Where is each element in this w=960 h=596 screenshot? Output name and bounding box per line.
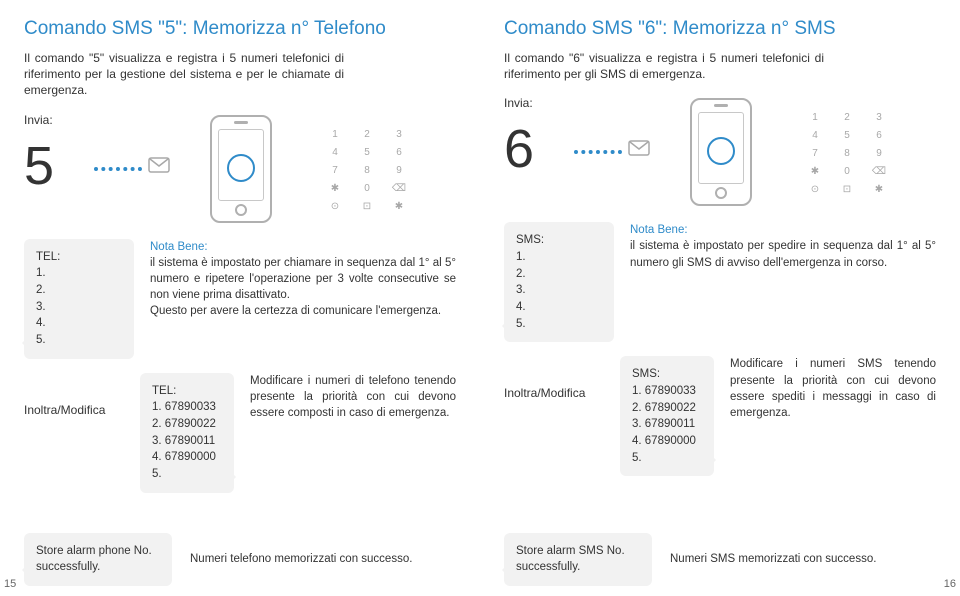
dots-connector (574, 150, 622, 154)
send-row-left: Invia: 5 123 456 789 ✱0⌫ ⊙⊡✱ (24, 113, 456, 223)
forward-label: Inoltra/Modifica (24, 373, 124, 417)
envelope-icon (628, 140, 650, 161)
nota-row-left: TEL: 1. 2. 3. 4. 5. Nota Bene: il sistem… (24, 239, 456, 359)
store-bubble-right: Store alarm SMS No. successfully. (504, 533, 652, 586)
dots-connector (94, 167, 142, 171)
forward-note-right: Modificare i numeri SMS tenendo presente… (730, 356, 936, 420)
command-number: 5 (24, 139, 54, 193)
store-row-right: Store alarm SMS No. successfully. Numeri… (504, 533, 936, 586)
invia-label: Invia: (24, 113, 53, 127)
nota-row-right: SMS: 1. 2. 3. 4. 5. Nota Bene: il sistem… (504, 222, 936, 342)
intro-right: Il comando "6" visualizza e registra i 5… (504, 50, 824, 82)
title-right: Comando SMS "6": Memorizza n° SMS (504, 18, 936, 40)
intro-left: Il comando "5" visualizza e registra i 5… (24, 50, 344, 99)
page-right: Comando SMS "6": Memorizza n° SMS Il com… (480, 0, 960, 596)
store-caption-left: Numeri telefono memorizzati con successo… (190, 552, 412, 568)
forward-row-right: Inoltra/Modifica SMS: 1. 67890033 2. 678… (504, 356, 936, 476)
tel-header: TEL: (36, 249, 122, 266)
invia-label: Invia: (504, 96, 533, 110)
keypad-icon: 123 456 789 ✱0⌫ ⊙⊡✱ (804, 112, 890, 200)
store-bubble-left: Store alarm phone No. successfully. (24, 533, 172, 586)
keypad-icon: 123 456 789 ✱0⌫ ⊙⊡✱ (324, 129, 410, 217)
forward-row-left: Inoltra/Modifica TEL: 1. 67890033 2. 678… (24, 373, 456, 493)
forward-label: Inoltra/Modifica (504, 356, 604, 400)
send-row-right: Invia: 6 123 456 789 ✱0⌫ ⊙⊡✱ (504, 96, 936, 206)
tel-bubble: TEL: 1. 2. 3. 4. 5. (24, 239, 134, 359)
command-number: 6 (504, 122, 534, 176)
phone-icon (690, 98, 752, 206)
page-number-left: 15 (4, 578, 16, 590)
store-row-left: Store alarm phone No. successfully. Nume… (24, 533, 456, 586)
store-caption-right: Numeri SMS memorizzati con successo. (670, 552, 876, 568)
page-number-right: 16 (944, 578, 956, 590)
note-left: Nota Bene: il sistema è impostato per ch… (150, 239, 456, 319)
sms-bubble: SMS: 1. 2. 3. 4. 5. (504, 222, 614, 342)
title-left: Comando SMS "5": Memorizza n° Telefono (24, 18, 456, 40)
sms-list-bubble: SMS: 1. 67890033 2. 67890022 3. 67890011… (620, 356, 714, 476)
tel-list-bubble: TEL: 1. 67890033 2. 67890022 3. 67890011… (140, 373, 234, 493)
page-left: Comando SMS "5": Memorizza n° Telefono I… (0, 0, 480, 596)
note-right: Nota Bene: il sistema è impostato per sp… (630, 222, 936, 270)
forward-note-left: Modificare i numeri di telefono tenendo … (250, 373, 456, 421)
phone-icon (210, 115, 272, 223)
sms-header: SMS: (516, 232, 602, 249)
envelope-icon (148, 157, 170, 178)
